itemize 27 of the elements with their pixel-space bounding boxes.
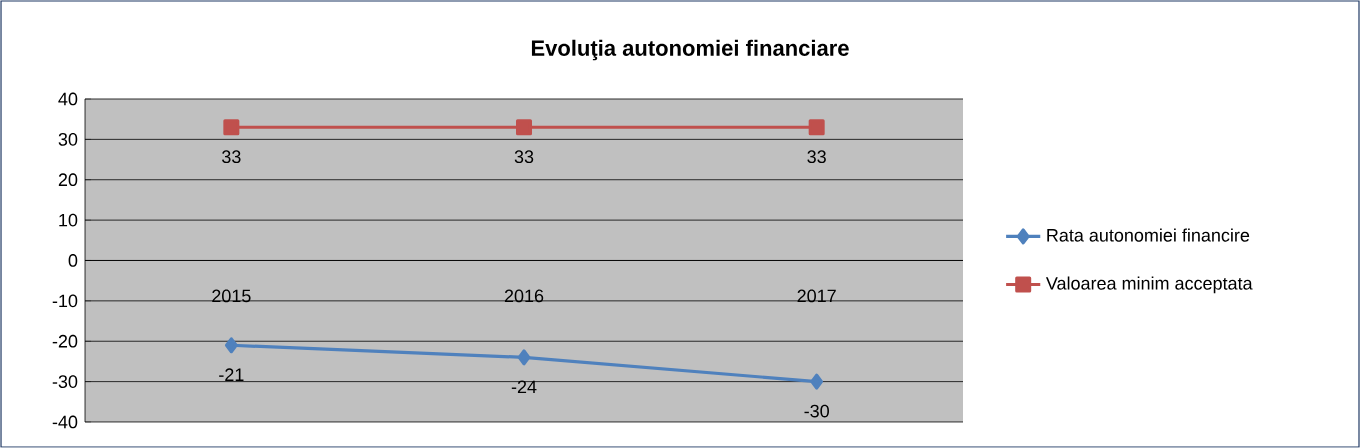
point <box>810 373 824 390</box>
y-tick-label: 20 <box>58 173 78 187</box>
data-label: -24 <box>511 380 537 394</box>
x-tick-label: 2016 <box>504 289 544 303</box>
point <box>808 119 825 136</box>
point <box>517 349 531 366</box>
y-tick-label: 0 <box>68 254 78 267</box>
x-tick-label: 2015 <box>212 289 251 303</box>
y-tick-label: -20 <box>52 334 78 348</box>
data-label: -30 <box>804 404 829 418</box>
data-label: 33 <box>222 150 241 164</box>
data-label: 33 <box>807 150 826 164</box>
y-tick-label: -40 <box>52 415 78 429</box>
point <box>224 337 238 354</box>
legend-label: Rata autonomiei financire <box>1047 228 1250 242</box>
y-tick-label: 30 <box>58 132 78 146</box>
data-label: 33 <box>514 150 534 164</box>
y-tick-label: -10 <box>52 294 78 308</box>
y-tick-label: 10 <box>59 213 78 227</box>
y-tick-label: -30 <box>52 375 78 388</box>
x-tick-label: 2017 <box>797 289 836 303</box>
chart-title: Evoluţia autonomiei financiare <box>531 39 849 61</box>
legend-label: Valoarea minim acceptata <box>1045 276 1253 294</box>
point <box>516 119 533 136</box>
data-label: -21 <box>219 368 244 381</box>
point <box>223 119 240 136</box>
y-tick-label: 40 <box>58 92 78 106</box>
